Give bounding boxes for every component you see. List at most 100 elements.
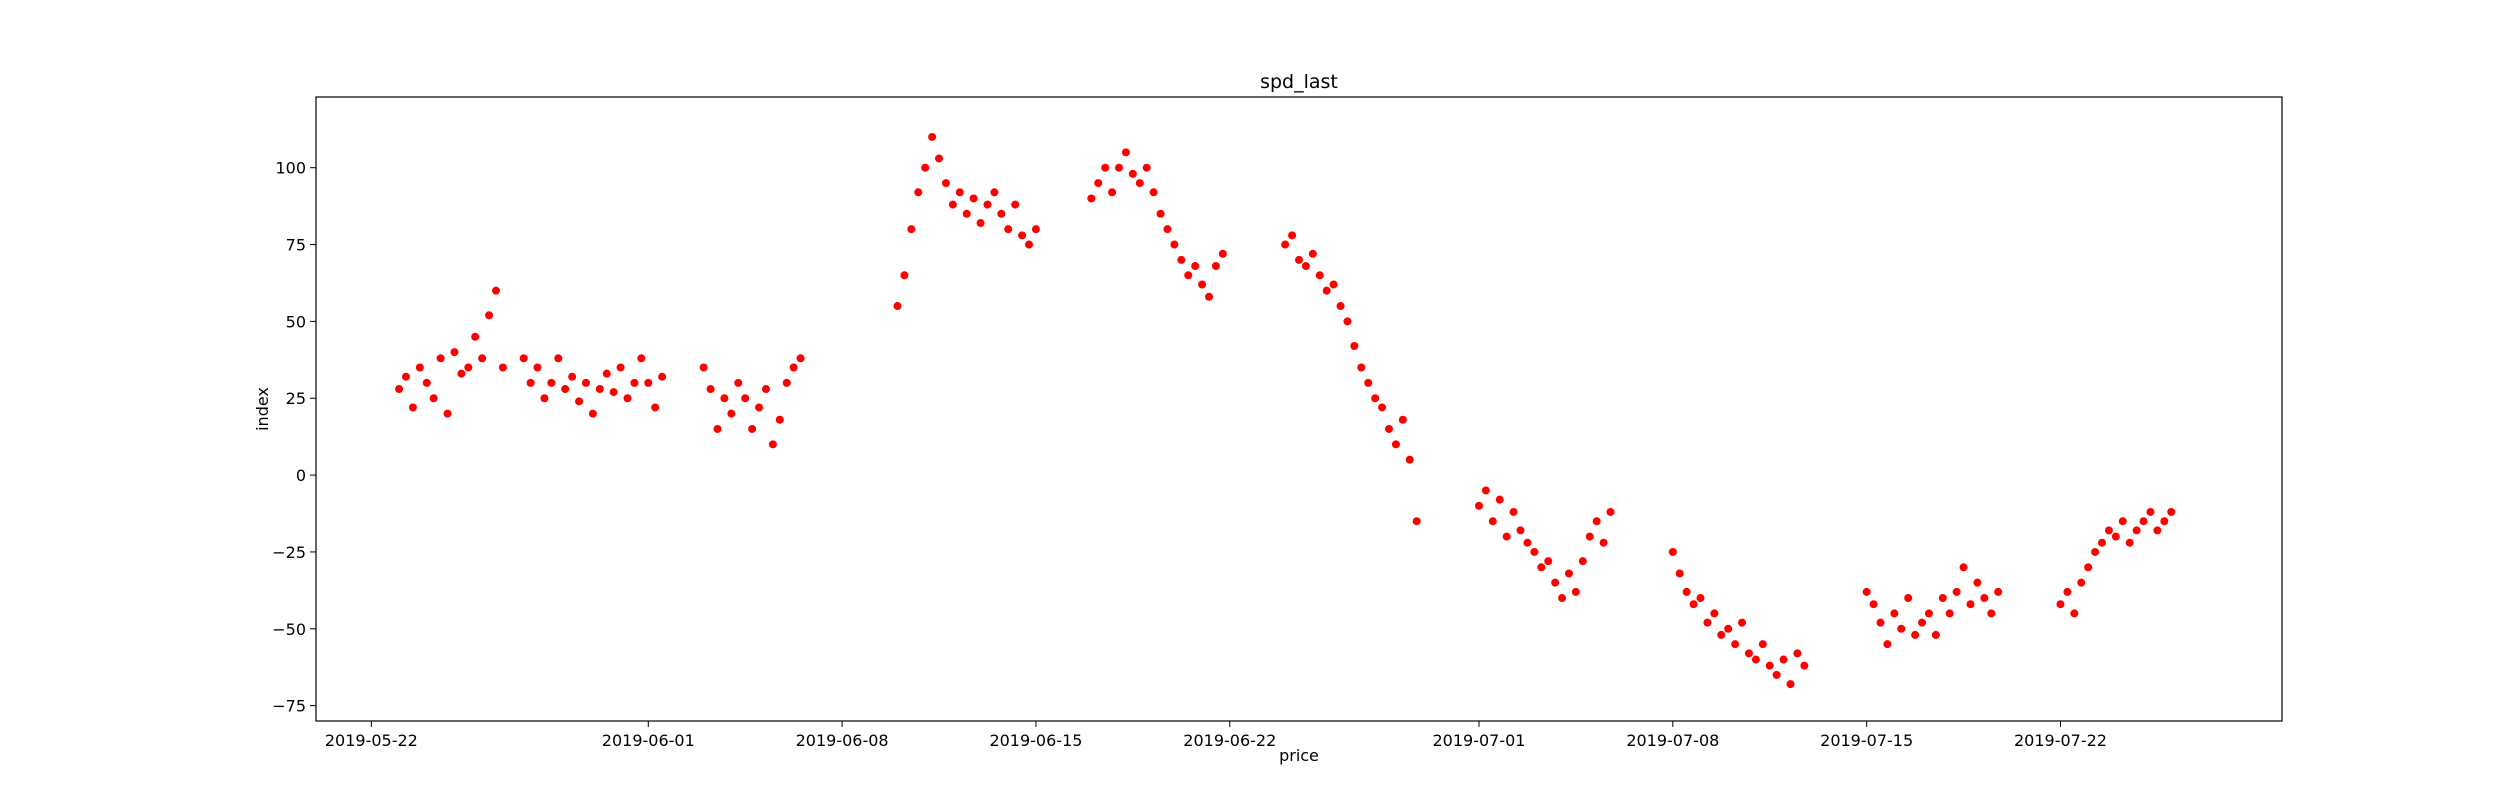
data-point xyxy=(2063,587,2072,596)
data-point xyxy=(1675,569,1684,578)
data-point xyxy=(1516,526,1525,535)
data-point xyxy=(1474,501,1483,510)
data-point xyxy=(2070,609,2079,618)
data-point xyxy=(602,369,611,378)
data-point xyxy=(1890,609,1899,618)
x-tick-label: 2019-07-22 xyxy=(2014,731,2107,750)
data-point xyxy=(727,409,736,418)
plot-area-frame xyxy=(315,96,2283,722)
data-point xyxy=(1281,240,1290,249)
data-point xyxy=(1211,262,1220,271)
data-point xyxy=(429,394,438,403)
data-point xyxy=(2098,538,2107,547)
data-point xyxy=(2077,578,2086,587)
data-point xyxy=(1980,594,1989,603)
data-point xyxy=(1523,538,1532,547)
data-point xyxy=(1564,569,1573,578)
x-tick-label: 2019-05-22 xyxy=(325,731,418,750)
data-point xyxy=(893,302,902,311)
data-point xyxy=(796,354,805,363)
data-point xyxy=(907,225,916,234)
data-point xyxy=(1031,225,1040,234)
x-tick-label: 2019-06-15 xyxy=(989,731,1082,750)
data-point xyxy=(706,385,715,394)
data-point xyxy=(1689,600,1698,609)
data-point xyxy=(588,409,597,418)
data-point xyxy=(948,200,957,209)
data-point xyxy=(1696,594,1705,603)
data-point xyxy=(1571,587,1580,596)
data-point xyxy=(768,440,777,449)
data-point xyxy=(651,403,660,412)
data-point xyxy=(1779,655,1788,664)
data-point xyxy=(1897,624,1906,633)
data-point xyxy=(568,372,577,381)
data-point xyxy=(616,363,625,372)
data-point xyxy=(422,378,431,387)
data-point xyxy=(997,209,1006,218)
data-points xyxy=(395,132,2176,689)
data-point xyxy=(408,403,417,412)
y-tick-label: −50 xyxy=(272,620,306,639)
x-axis-label: price xyxy=(1279,746,1319,765)
data-point xyxy=(2125,538,2134,547)
data-point xyxy=(1322,286,1331,295)
data-point xyxy=(983,200,992,209)
data-point xyxy=(1315,271,1324,280)
data-point xyxy=(1530,547,1539,556)
data-point xyxy=(1869,600,1878,609)
data-point xyxy=(1724,624,1733,633)
data-point xyxy=(1931,630,1940,639)
data-point xyxy=(1398,415,1407,424)
data-point xyxy=(1025,240,1034,249)
x-tick-label: 2019-06-08 xyxy=(796,731,889,750)
data-point xyxy=(1378,403,1387,412)
data-point xyxy=(1004,225,1013,234)
data-point xyxy=(471,332,480,341)
data-point xyxy=(775,415,784,424)
y-tick-label: −25 xyxy=(272,543,306,562)
chart-title: spd_last xyxy=(1260,71,1338,93)
data-point xyxy=(699,363,708,372)
data-point xyxy=(1502,532,1511,541)
data-point xyxy=(478,354,487,363)
y-tick-label: 50 xyxy=(286,312,306,331)
data-point xyxy=(1135,179,1144,188)
y-tick-label: −75 xyxy=(272,697,306,716)
data-point xyxy=(1751,655,1760,664)
data-point xyxy=(2160,517,2169,526)
data-point xyxy=(1481,486,1490,495)
data-point xyxy=(1149,188,1158,197)
data-point xyxy=(1170,240,1179,249)
data-point xyxy=(1412,517,1421,526)
data-point xyxy=(1731,640,1740,649)
data-point xyxy=(1509,507,1518,516)
data-point xyxy=(1938,594,1947,603)
data-point xyxy=(561,385,570,394)
y-axis-label: index xyxy=(253,387,272,431)
data-point xyxy=(1883,640,1892,649)
data-point xyxy=(1191,262,1200,271)
data-point xyxy=(2118,517,2127,526)
data-point xyxy=(1371,394,1380,403)
data-point xyxy=(1218,249,1227,258)
x-tick-label: 2019-07-01 xyxy=(1432,731,1525,750)
data-point xyxy=(2111,532,2120,541)
data-point xyxy=(401,372,410,381)
data-point xyxy=(2153,526,2162,535)
data-point xyxy=(554,354,563,363)
data-point xyxy=(1128,169,1137,178)
data-point xyxy=(436,354,445,363)
data-point xyxy=(1329,280,1338,289)
data-point xyxy=(2132,526,2141,535)
x-tick-label: 2019-07-08 xyxy=(1626,731,1719,750)
y-axis-ticks: −75 −50 −25 0 25 50 75 100 xyxy=(272,159,316,716)
data-point xyxy=(1592,517,1601,526)
data-point xyxy=(1578,557,1587,566)
data-point xyxy=(2146,507,2155,516)
data-point xyxy=(1198,280,1207,289)
data-point xyxy=(1682,587,1691,596)
data-point xyxy=(457,369,466,378)
data-point xyxy=(2084,563,2093,572)
data-point xyxy=(2167,507,2176,516)
